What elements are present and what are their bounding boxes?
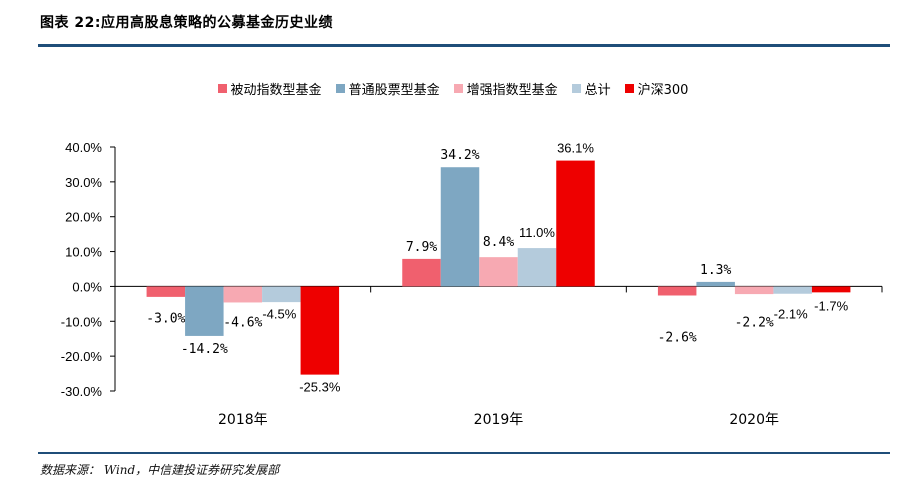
bar [479,257,518,287]
bar [517,248,557,287]
legend-label: 总计 [584,83,611,98]
bar [696,281,735,287]
bar [223,286,263,303]
y-tick-label: -10.0% [61,314,103,329]
bar-data-label: -3.0% [146,311,185,326]
legend-swatch [453,84,463,93]
title-divider [38,44,890,47]
legend-label: 增强指数型基金 [466,83,558,98]
bar-data-label: -4.5% [262,306,296,321]
bar [402,258,441,287]
legend-label: 沪深300 [637,83,689,98]
bar-data-label: 8.4% [483,235,514,250]
legend-label: 被动指数型基金 [230,83,322,98]
source-divider [38,452,890,454]
legend-item: 总计 [571,79,611,98]
legend-swatch [335,84,345,93]
bar [556,160,595,287]
bar-chart: 40.0% 30.0% 20.0% 10.0% 0.0% -10.0% -20.0% -30.… [61,140,883,428]
y-tick-label: 0.0% [72,279,102,294]
bar-data-label: -2.1% [774,306,808,321]
y-tick-label: -20.0% [61,349,103,364]
bar [811,286,851,293]
y-tick-label: 40.0% [65,140,102,155]
bar-data-label: -25.3% [299,380,341,395]
bar-data-label: 1.3% [700,263,731,278]
y-tick-label: -30.0% [61,384,103,399]
legend-item: 普通股票型基金 [335,79,440,98]
legend-item: 增强指数型基金 [453,79,558,98]
bar [657,286,697,296]
legend-swatch [217,84,227,93]
y-tick-label: 30.0% [65,175,102,190]
y-tick-label: 10.0% [65,245,102,260]
bar [146,286,186,297]
legend-swatch [624,84,634,93]
legend-swatch [571,84,581,93]
bar [185,286,224,336]
bar-data-label: 11.0% [519,225,555,240]
bar [300,286,340,375]
bar-data-label: 34.2% [440,148,479,163]
x-category-label: 2019年 [474,412,524,428]
x-category-label: 2018年 [218,412,268,428]
bar [440,167,480,287]
bar [262,286,301,303]
legend-item: 被动指数型基金 [217,79,322,98]
bar-data-label: -14.2% [181,342,228,357]
chart-legend: 被动指数型基金 普通股票型基金 增强指数型基金 总计 沪深300 [0,79,906,98]
bar-data-label: -2.6% [658,330,697,345]
bar [773,286,812,294]
bar-data-label: 7.9% [406,240,437,255]
bar-data-label: -2.2% [735,315,774,330]
legend-item: 沪深300 [624,79,689,98]
bar [734,286,774,295]
bar-data-label: 36.1% [557,141,594,156]
x-category-label: 2020年 [729,412,779,428]
source-note: 数据来源： Wind，中信建投证券研究发展部 [40,463,280,477]
legend-label: 普通股票型基金 [348,83,440,98]
bar-data-label: -4.6% [223,315,262,330]
y-tick-label: 20.0% [65,210,102,225]
bar-data-label: -1.7% [814,298,848,313]
figure-title: 图表 22:应用高股息策略的公募基金历史业绩 [40,15,333,31]
